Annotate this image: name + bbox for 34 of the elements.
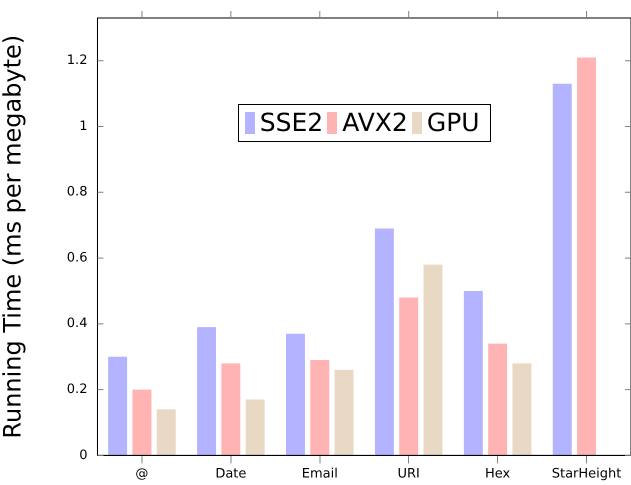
bar	[512, 363, 532, 456]
y-tick-label: 1.2	[66, 53, 88, 68]
bar	[464, 290, 483, 456]
x-tick-label: StarHeight	[552, 466, 622, 482]
y-axis-title: Running Time (ms per megabyte)	[0, 34, 27, 439]
x-tick-label: Date	[215, 466, 246, 482]
bar	[488, 344, 508, 456]
y-tick-label: 0.4	[66, 316, 88, 332]
bar	[108, 356, 128, 456]
legend-label: AVX2	[342, 108, 408, 137]
legend-label: GPU	[426, 108, 480, 137]
bar	[424, 264, 442, 456]
bar	[577, 57, 596, 456]
bar	[310, 360, 330, 456]
bar	[221, 363, 240, 456]
y-tick-label: 0.8	[66, 184, 88, 200]
x-tick-label: Hex	[484, 466, 511, 482]
bar	[552, 84, 572, 456]
y-tick-label: 1	[79, 118, 88, 134]
bar	[286, 334, 305, 456]
bar	[246, 399, 265, 456]
bar	[374, 228, 394, 456]
bar	[399, 298, 418, 456]
x-tick-label: @	[135, 466, 148, 482]
y-tick-label: 0.6	[66, 250, 88, 266]
y-tick-label: 0	[79, 448, 88, 463]
x-tick-label: URI	[398, 466, 420, 482]
bar	[156, 409, 176, 456]
bar	[197, 327, 216, 456]
x-tick-label: Email	[302, 466, 338, 482]
bar	[132, 390, 152, 456]
y-tick-label: 0.2	[66, 382, 88, 397]
bar	[334, 370, 354, 456]
legend-label: SSE2	[260, 108, 324, 137]
